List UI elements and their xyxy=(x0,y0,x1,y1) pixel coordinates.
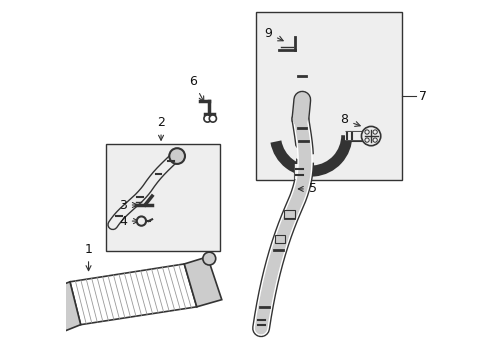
Circle shape xyxy=(203,252,216,265)
Bar xyxy=(284,210,295,218)
Bar xyxy=(275,235,285,243)
Bar xyxy=(106,144,220,251)
Text: 7: 7 xyxy=(419,90,427,103)
Text: 4: 4 xyxy=(119,215,139,228)
Bar xyxy=(256,12,402,180)
Text: 5: 5 xyxy=(298,183,317,195)
Circle shape xyxy=(373,138,377,142)
Polygon shape xyxy=(184,257,222,307)
Text: 1: 1 xyxy=(85,243,93,271)
Circle shape xyxy=(365,138,369,142)
Polygon shape xyxy=(70,264,197,325)
Text: 8: 8 xyxy=(341,113,360,126)
Circle shape xyxy=(169,148,185,164)
Circle shape xyxy=(209,115,217,122)
Circle shape xyxy=(365,130,369,134)
Text: 3: 3 xyxy=(119,198,137,212)
Circle shape xyxy=(362,126,381,146)
Text: 2: 2 xyxy=(157,116,165,140)
Polygon shape xyxy=(50,282,81,332)
Circle shape xyxy=(373,130,377,134)
Circle shape xyxy=(137,216,146,226)
Circle shape xyxy=(204,115,211,122)
Text: 9: 9 xyxy=(264,27,283,41)
Text: 6: 6 xyxy=(189,75,204,102)
